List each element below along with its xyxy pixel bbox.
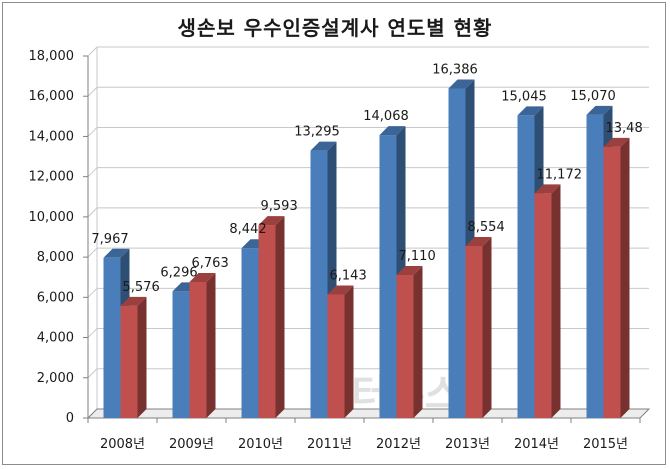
x-tick-label: 2011년 [307, 437, 352, 452]
bar-top [586, 105, 613, 115]
y-tick-label: 16,000 [29, 89, 75, 104]
y-tick-label: 8,000 [37, 250, 74, 265]
bar [310, 150, 328, 418]
data-label: 6,143 [330, 268, 367, 283]
data-label: 8,442 [229, 222, 266, 237]
bar-top [310, 141, 337, 151]
bar-side [344, 285, 354, 418]
bar-side [275, 216, 285, 418]
chart-title: 생손보 우수인증설계사 연도별 현황 [177, 16, 493, 40]
data-label: 16,386 [432, 62, 478, 77]
bar-top [534, 184, 561, 194]
bar [396, 275, 414, 418]
bar [534, 193, 552, 418]
data-label: 8,554 [468, 220, 505, 235]
data-label: 7,110 [399, 249, 436, 264]
gridline-side [87, 46, 98, 57]
bar [448, 88, 466, 418]
bar [379, 135, 397, 418]
bar-top [379, 126, 406, 136]
data-label: 11,172 [537, 167, 583, 182]
bar [603, 146, 621, 418]
bar-top [465, 236, 492, 246]
data-label: 15,045 [501, 89, 547, 104]
bar-side [482, 236, 492, 418]
bar-top [189, 272, 216, 282]
y-tick-label: 0 [66, 411, 74, 426]
y-tick-label: 14,000 [29, 129, 75, 144]
x-tick-label: 2012년 [376, 437, 421, 452]
gridline-side [87, 368, 98, 379]
data-label: 6,763 [192, 256, 229, 271]
bar [327, 294, 345, 418]
y-tick-label: 4,000 [37, 331, 74, 346]
bar-side [137, 296, 147, 418]
bar-top [327, 285, 354, 295]
gridline-side [87, 287, 98, 298]
bar [258, 225, 276, 418]
data-label: 6,296 [160, 265, 197, 280]
x-tick-label: 2014년 [514, 437, 559, 452]
bar-side [620, 137, 630, 418]
bar-top [448, 79, 475, 89]
bar-top [603, 137, 630, 147]
y-tick-label: 12,000 [29, 170, 75, 185]
data-label: 14,068 [363, 109, 409, 124]
y-tick-label: 18,000 [29, 49, 75, 64]
bar [103, 257, 121, 418]
gridline-side [87, 207, 98, 218]
bar [189, 281, 207, 418]
gridline-side [87, 86, 98, 97]
y-tick-label: 6,000 [37, 290, 74, 305]
bar [465, 245, 483, 418]
x-tick-label: 2008년 [100, 437, 145, 452]
bar-top [103, 248, 130, 258]
gridline-side [87, 127, 98, 137]
bar-top [517, 106, 544, 116]
data-label: 5,576 [123, 280, 160, 295]
bar-top [258, 216, 285, 226]
bar-top [396, 266, 423, 276]
bar-side [206, 272, 216, 418]
x-tick-label: 2013년 [445, 437, 490, 452]
bar [172, 291, 190, 418]
data-label: 9,593 [261, 199, 298, 214]
data-label: 15,070 [570, 89, 616, 104]
data-label: 13,295 [294, 125, 340, 140]
bar [241, 248, 259, 418]
x-tick-label: 2010년 [238, 437, 283, 452]
bar [517, 115, 535, 418]
gridline-side [87, 247, 98, 258]
data-label: 13,48 [606, 121, 643, 136]
y-tick-label: 2,000 [37, 371, 74, 386]
gridline-side [87, 328, 98, 338]
x-tick-label: 2009년 [169, 437, 214, 452]
data-label: 7,967 [91, 232, 128, 247]
x-tick-label: 2015년 [583, 437, 628, 452]
bar [586, 114, 604, 419]
bar-side [413, 266, 423, 418]
bar [120, 305, 138, 418]
bar-side [551, 184, 561, 418]
y-tick-label: 10,000 [29, 210, 75, 225]
bar-top [120, 296, 147, 306]
gridline-side [87, 167, 98, 178]
